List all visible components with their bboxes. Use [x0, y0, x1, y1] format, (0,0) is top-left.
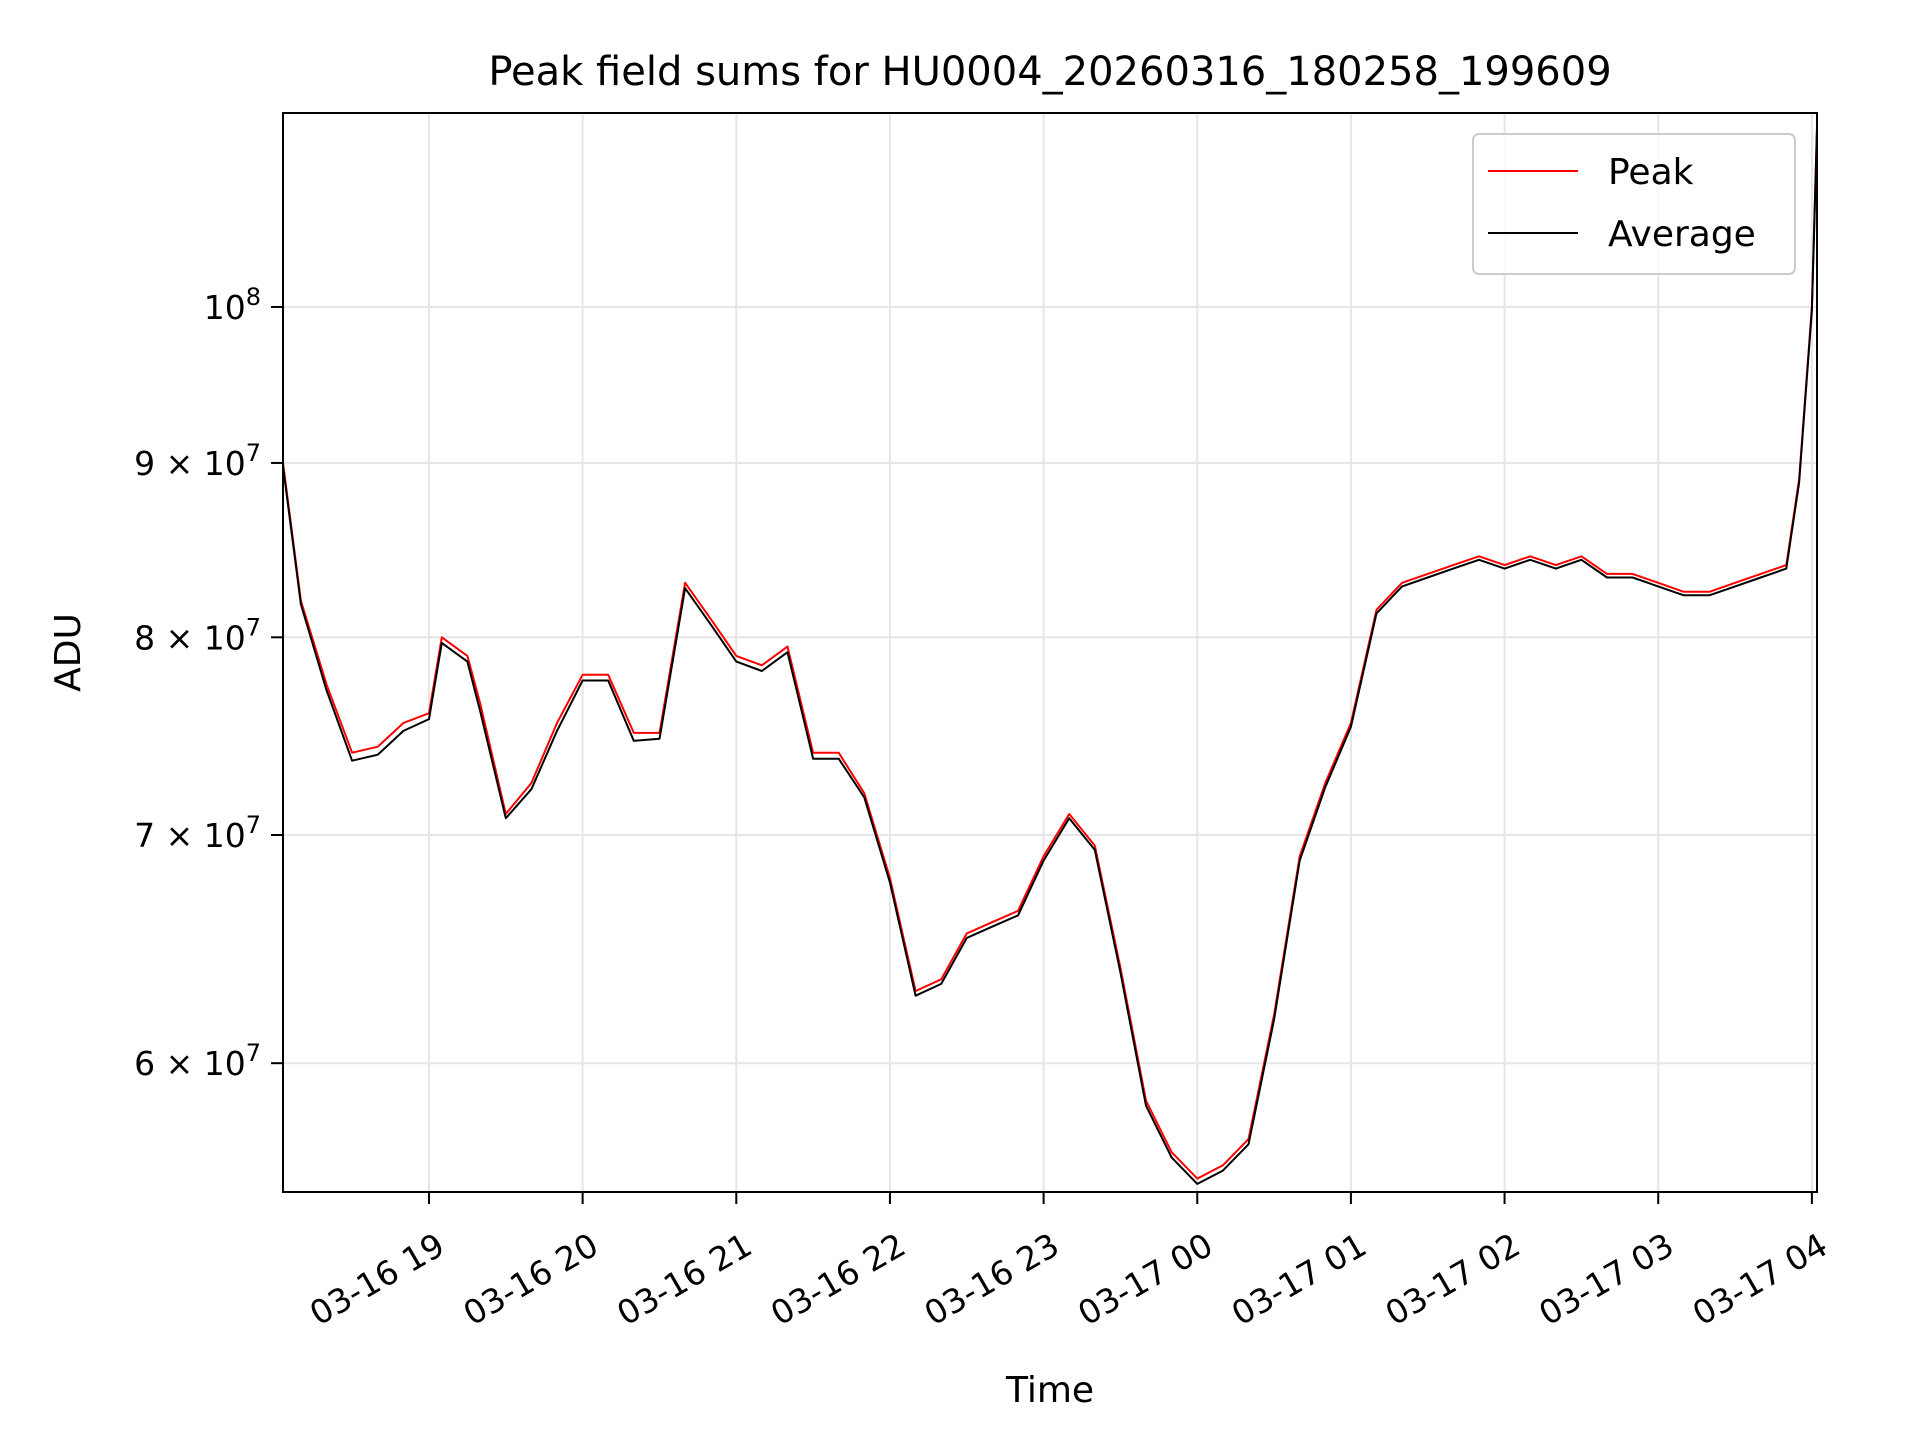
y-tick-label: 8 × 107	[134, 613, 261, 657]
x-axis-label: Time	[1005, 1370, 1094, 1411]
y-tick-label: 108	[204, 283, 261, 327]
y-tick-label: 6 × 107	[134, 1039, 261, 1083]
legend-label-average: Average	[1608, 214, 1756, 255]
legend-box	[1472, 133, 1796, 275]
series-line-average	[282, 128, 1818, 1185]
series-layer	[282, 125, 1818, 1185]
plot-frame	[282, 112, 1818, 1193]
grid-layer	[283, 113, 1817, 1192]
legend: Peak Average	[1472, 133, 1796, 275]
y-tick-label: 7 × 107	[134, 811, 261, 855]
y-axis-label: ADU	[48, 613, 89, 692]
chart-title: Peak field sums for HU0004_20260316_1802…	[488, 49, 1611, 95]
series-line-peak	[282, 125, 1818, 1180]
y-tick-label: 9 × 107	[134, 439, 261, 483]
legend-label-peak: Peak	[1608, 152, 1694, 193]
